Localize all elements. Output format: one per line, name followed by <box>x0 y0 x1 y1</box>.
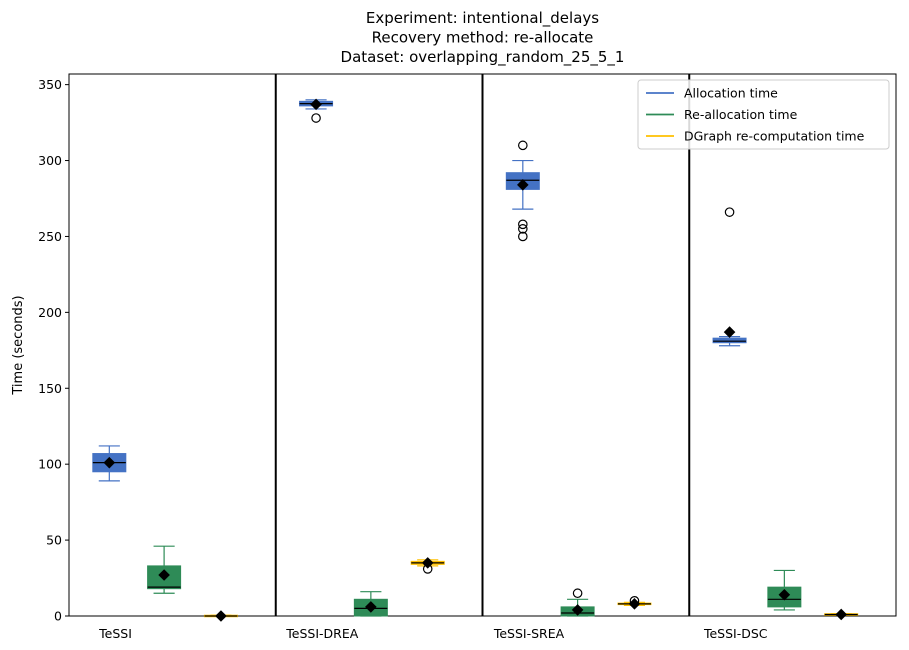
mean-marker <box>421 557 434 569</box>
box-dgraph-re-computation-time <box>617 596 652 610</box>
legend-label: Allocation time <box>684 86 778 101</box>
outlier-point <box>518 219 528 230</box>
mean-marker <box>517 179 529 191</box>
y-tick-label: 100 <box>38 457 62 472</box>
box-allocation-time <box>92 445 127 482</box>
x-tick-label: TeSSI-DSC <box>703 626 768 641</box>
y-tick-label: 50 <box>46 533 62 548</box>
group-separators <box>274 74 691 616</box>
box-dgraph-re-computation-time <box>203 610 238 622</box>
legend-label: Re-allocation time <box>684 107 798 122</box>
y-axis: 0 50 100 150 200 250 300 350 <box>38 77 69 624</box>
box-allocation-time <box>712 207 747 347</box>
mean-marker <box>778 588 791 601</box>
box-re-allocation-time <box>560 588 595 617</box>
title-line: Recovery method: re-allocate <box>372 29 594 47</box>
box-re-allocation-time <box>147 545 182 594</box>
box-iqr <box>712 337 747 344</box>
y-tick-label: 0 <box>54 609 62 624</box>
outlier-point <box>518 224 528 234</box>
y-tick-label: 200 <box>38 305 62 320</box>
outlier-point <box>518 231 528 242</box>
mean-marker <box>571 604 584 616</box>
y-tick-label: 150 <box>38 381 62 396</box>
mean-marker <box>628 598 641 610</box>
y-tick-label: 350 <box>38 77 62 92</box>
outlier-point <box>724 207 735 217</box>
mean-marker <box>215 610 227 622</box>
legend: Allocation time Re-allocation time DGraph … <box>637 79 890 150</box>
outlier-point <box>518 140 528 151</box>
title-line: Dataset: overlapping_random_25_5_1 <box>341 48 625 67</box>
y-tick-label: 250 <box>38 229 62 244</box>
legend-label: DGraph re-computation time <box>684 129 865 144</box>
box-series <box>92 98 859 622</box>
mean-marker <box>723 326 736 338</box>
box-dgraph-re-computation-time <box>410 557 445 574</box>
box-re-allocation-time <box>767 569 802 611</box>
x-axis: TeSSI TeSSI-DREA TeSSI-SREA TeSSI-DSC <box>98 626 768 641</box>
x-tick-label: TeSSI-SREA <box>493 626 565 641</box>
title-line: Experiment: intentional_delays <box>366 9 599 28</box>
mean-marker <box>103 456 116 469</box>
outlier-point <box>572 588 583 599</box>
x-tick-label: TeSSI-DREA <box>285 626 358 641</box>
mean-marker <box>158 569 170 581</box>
box-dgraph-re-computation-time <box>824 608 859 621</box>
y-tick-label: 300 <box>38 153 62 168</box>
box-allocation-time <box>299 98 334 123</box>
x-tick-label: TeSSI <box>98 626 132 641</box>
mean-marker <box>835 608 848 621</box>
y-axis-label: Time (seconds) <box>11 295 26 395</box>
outlier-point <box>311 113 321 123</box>
legend-box <box>637 79 890 150</box>
box-allocation-time <box>505 140 540 242</box>
box-re-allocation-time <box>353 591 388 617</box>
mean-marker <box>365 601 377 613</box>
mean-marker <box>310 98 322 111</box>
